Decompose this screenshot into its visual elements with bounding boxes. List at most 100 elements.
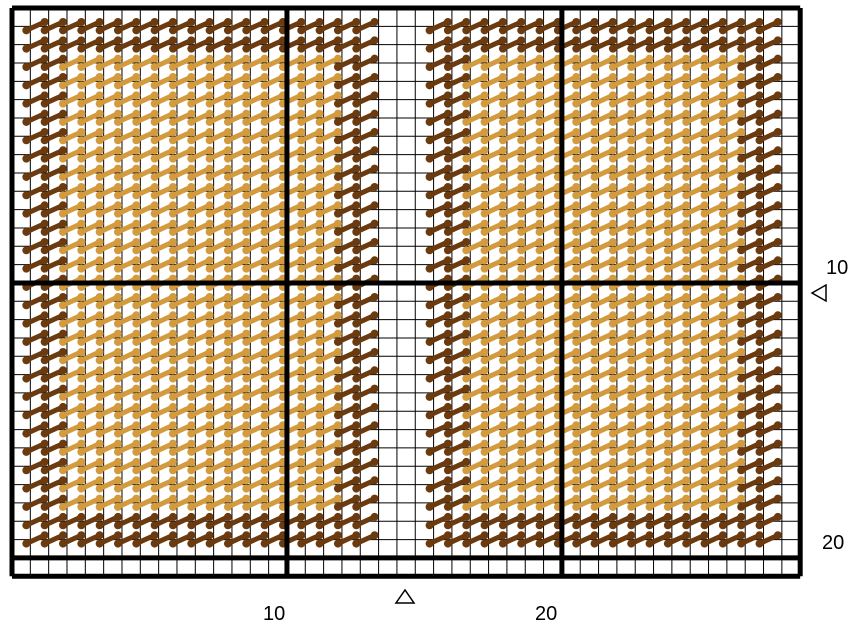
stitch-end [700, 494, 709, 503]
stitch-end [40, 402, 49, 411]
stitch-end [627, 539, 636, 548]
stitch-end [645, 18, 654, 26]
stitch-end [150, 91, 159, 100]
stitch-end [205, 117, 214, 126]
stitch-end [352, 356, 361, 365]
stitch-end [700, 502, 709, 511]
stitch-end [260, 219, 269, 228]
stitch-end [260, 366, 269, 375]
stitch-end [645, 227, 654, 236]
grid [12, 8, 801, 577]
stitch-end [682, 301, 691, 310]
stitch-end [95, 337, 104, 346]
stitch-end [517, 201, 526, 210]
stitch-end [223, 292, 232, 301]
stitch-end [333, 164, 342, 173]
stitch-end [572, 54, 581, 63]
stitch-end [755, 246, 764, 255]
stitch-end [132, 439, 141, 448]
stitch-end [132, 109, 141, 118]
stitch-end [737, 36, 746, 45]
stitch-end [58, 539, 67, 548]
stitch-end [260, 292, 269, 301]
stitch-end [22, 246, 31, 255]
stitch-end [755, 191, 764, 200]
stitch-end [682, 227, 691, 236]
stitch-end [462, 374, 471, 383]
stitch-end [572, 539, 581, 548]
stitch-end [58, 292, 67, 301]
stitch-end [205, 457, 214, 466]
stitch-end [700, 476, 709, 485]
stitch-end [242, 237, 251, 246]
stitch-end [223, 502, 232, 511]
stitch-end [40, 457, 49, 466]
stitch-end [462, 301, 471, 310]
stitch-end [425, 392, 434, 401]
stitch-end [535, 374, 544, 383]
stitch-end [333, 62, 342, 71]
stitch-end [132, 172, 141, 181]
stitch-end [187, 329, 196, 338]
stitch-end [517, 237, 526, 246]
stitch-end [223, 319, 232, 328]
stitch-end [223, 347, 232, 356]
stitch-end [480, 429, 489, 438]
stitch-end [462, 209, 471, 218]
stitch-end [645, 494, 654, 503]
stitch-end [535, 164, 544, 173]
stitch-end [425, 301, 434, 310]
stitch-end [77, 136, 86, 145]
stitch-end [260, 512, 269, 521]
stitch-end [168, 356, 177, 365]
stitch-end [223, 356, 232, 365]
stitch-end [645, 54, 654, 63]
stitch-end [168, 366, 177, 375]
stitch-end [242, 366, 251, 375]
stitch-end [297, 402, 306, 411]
stitch-end [425, 374, 434, 383]
stitch-end [443, 256, 452, 265]
stitch-end [700, 146, 709, 155]
stitch-end [187, 201, 196, 210]
stitch-end [480, 512, 489, 521]
stitch-end [608, 329, 617, 338]
stitch-end [95, 439, 104, 448]
stitch-end [242, 356, 251, 365]
stitch-end [425, 337, 434, 346]
stitch-end [223, 494, 232, 503]
stitch-end [315, 337, 324, 346]
stitch-end [755, 484, 764, 493]
stitch-end [663, 421, 672, 430]
stitch-end [627, 374, 636, 383]
stitch-end [718, 44, 727, 53]
stitch-end [590, 191, 599, 200]
stitch-end [535, 18, 544, 26]
stitch-end [168, 136, 177, 145]
stitch-end [132, 457, 141, 466]
stitch-end [535, 356, 544, 365]
stitch-end [517, 337, 526, 346]
stitch-end [40, 117, 49, 126]
stitch-end [168, 439, 177, 448]
stitch-end [370, 476, 379, 485]
stitch-end [443, 484, 452, 493]
stitch-end [168, 209, 177, 218]
stitch-end [40, 311, 49, 320]
stitch-end [627, 62, 636, 71]
stitch-end [297, 26, 306, 35]
stitch-end [95, 72, 104, 81]
stitch-end [773, 54, 782, 63]
stitch-end [260, 237, 269, 246]
stitch-end [663, 502, 672, 511]
stitch-end [572, 301, 581, 310]
stitch-end [608, 117, 617, 126]
stitch-end [535, 154, 544, 163]
stitch-end [370, 182, 379, 191]
stitch-end [315, 117, 324, 126]
stitch-end [700, 136, 709, 145]
stitch-end [150, 26, 159, 35]
stitch-end [718, 337, 727, 346]
stitch-end [95, 301, 104, 310]
stitch-end [443, 457, 452, 466]
